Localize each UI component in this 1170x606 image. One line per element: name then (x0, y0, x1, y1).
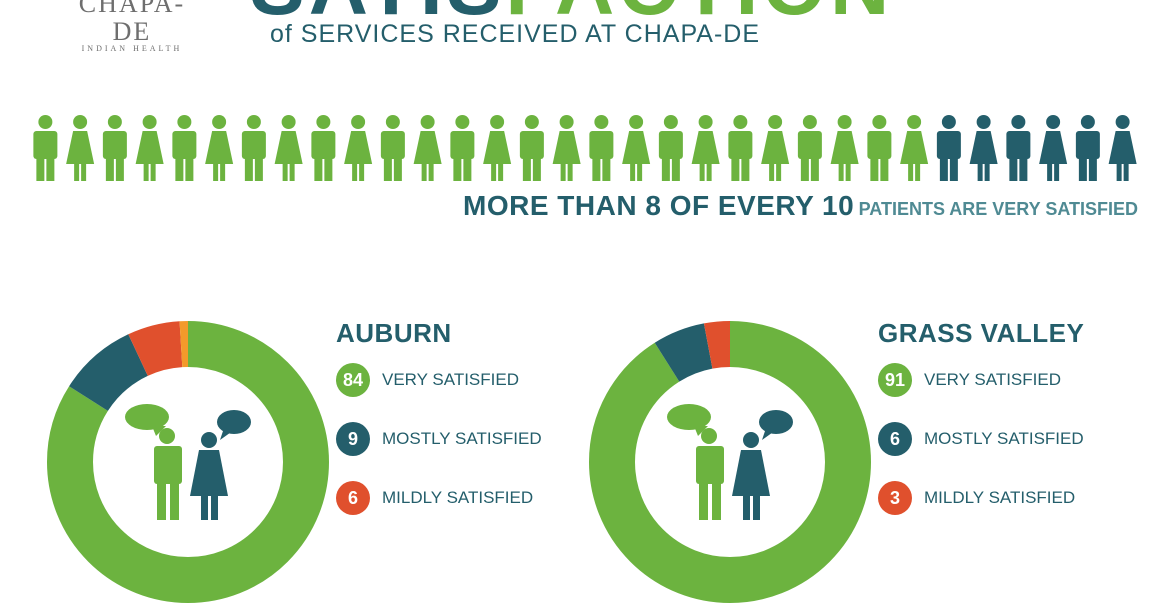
person-female-icon (413, 115, 442, 181)
title-part-1: SATIS (250, 0, 505, 32)
value-badge: 91 (878, 363, 912, 397)
grass-valley-title: GRASS VALLEY (878, 318, 1085, 348)
legend-label: VERY SATISFIED (382, 370, 519, 389)
person-male-icon (867, 115, 892, 181)
auburn-legend-very: 84 VERY SATISFIED (336, 363, 519, 397)
legend-label: MOSTLY SATISFIED (924, 429, 1084, 448)
person-male-icon (658, 115, 683, 181)
people-pictograph (33, 115, 1137, 181)
person-female-icon (761, 115, 790, 181)
person-female-icon (552, 115, 581, 181)
people-talking-icon (125, 404, 251, 520)
value-badge: 9 (336, 422, 370, 456)
headline-stat: MORE THAN 8 OF EVERY 10 PATIENTS ARE VER… (463, 190, 1138, 222)
value-badge: 6 (878, 422, 912, 456)
chapa-de-logo: CHAPA-DE INDIAN HEALTH (62, 0, 202, 53)
value-badge: 3 (878, 481, 912, 515)
person-male-icon (311, 115, 336, 181)
person-male-icon (102, 115, 127, 181)
auburn-title: AUBURN (336, 318, 452, 348)
person-female-icon (830, 115, 859, 181)
person-female-icon (205, 115, 234, 181)
person-male-icon (797, 115, 822, 181)
person-female-icon (274, 115, 303, 181)
other-segment (47, 321, 329, 603)
person-male-icon (1006, 115, 1031, 181)
person-male-icon (1075, 115, 1100, 181)
person-male-icon (936, 115, 961, 181)
grass-valley-legend-mostly: 6 MOSTLY SATISFIED (878, 422, 1084, 456)
title-part-2: FACTION (505, 0, 893, 32)
person-male-icon (33, 115, 58, 181)
grass-valley-legend-very: 91 VERY SATISFIED (878, 363, 1061, 397)
legend-label: MOSTLY SATISFIED (382, 429, 542, 448)
person-male-icon (728, 115, 753, 181)
person-male-icon (589, 115, 614, 181)
person-male-icon (450, 115, 475, 181)
person-female-icon (691, 115, 720, 181)
mildly-satisfied-segment (589, 321, 871, 603)
legend-label: MILDLY SATISFIED (924, 488, 1076, 507)
person-male-icon (172, 115, 197, 181)
legend-label: MILDLY SATISFIED (382, 488, 534, 507)
person-male-icon (241, 115, 266, 181)
person-female-icon (483, 115, 512, 181)
headline-strong: MORE THAN 8 OF EVERY 10 (463, 190, 855, 221)
people-talking-icon (667, 404, 793, 520)
value-badge: 6 (336, 481, 370, 515)
very-satisfied-segment (589, 321, 871, 603)
auburn-legend-mostly: 9 MOSTLY SATISFIED (336, 422, 542, 456)
legend-label: VERY SATISFIED (924, 370, 1061, 389)
person-female-icon (66, 115, 95, 181)
grass-valley-legend-mildly: 3 MILDLY SATISFIED (878, 481, 1075, 515)
value-badge: 84 (336, 363, 370, 397)
person-male-icon (380, 115, 405, 181)
grass-valley-donut-chart (589, 321, 871, 603)
person-female-icon (344, 115, 373, 181)
logo-name: CHAPA-DE (78, 0, 186, 46)
person-female-icon (1108, 115, 1137, 181)
person-female-icon (969, 115, 998, 181)
person-male-icon (519, 115, 544, 181)
auburn-legend-mildly: 6 MILDLY SATISFIED (336, 481, 533, 515)
logo-subtitle: INDIAN HEALTH (81, 44, 183, 53)
auburn-donut-chart (47, 321, 329, 603)
person-female-icon (135, 115, 164, 181)
page-subtitle: of SERVICES RECEIVED AT CHAPA-DE (270, 20, 761, 48)
person-female-icon (1039, 115, 1068, 181)
person-female-icon (622, 115, 651, 181)
person-female-icon (900, 115, 929, 181)
headline-weak: PATIENTS ARE VERY SATISFIED (858, 199, 1138, 219)
page-title: SATISFACTION (250, 0, 893, 32)
